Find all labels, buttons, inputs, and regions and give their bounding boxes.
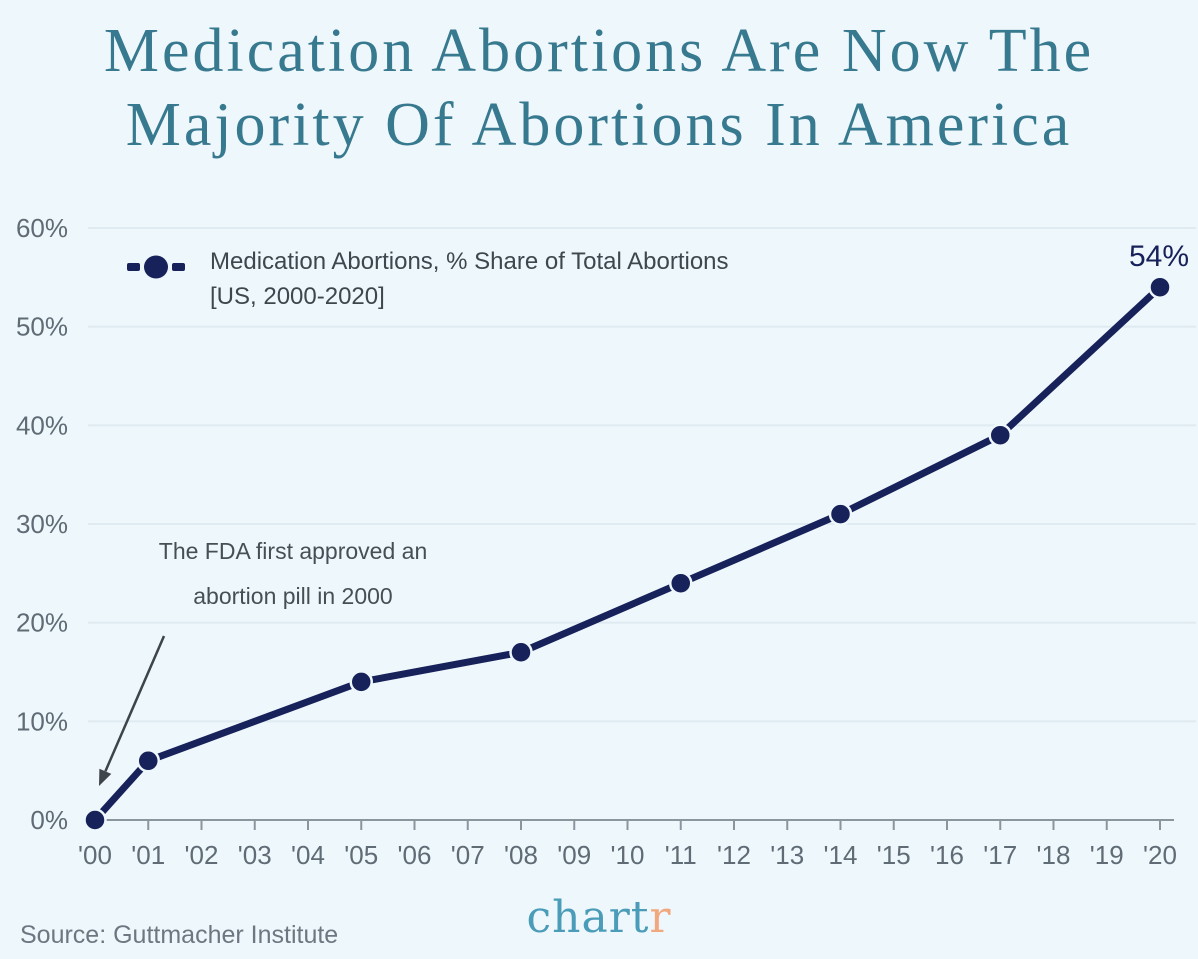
data-point-marker: [828, 502, 853, 526]
data-point-marker: [988, 423, 1012, 447]
legend: Medication Abortions, % Share of Total A…: [127, 244, 729, 314]
x-axis-tick-label: '10: [611, 840, 645, 870]
legend-line-marker-icon: [127, 250, 185, 289]
x-axis-tick-label: '00: [78, 840, 112, 870]
x-axis-tick-label: '13: [770, 840, 804, 870]
annotation-arrowhead: [99, 768, 112, 786]
legend-label-line2: [US, 2000-2020]: [210, 283, 385, 310]
chart-title-line2: Majority Of Abortions In America: [125, 91, 1073, 159]
x-axis-tick-label: '05: [344, 840, 378, 870]
source-credit: Source: Guttmacher Institute: [20, 921, 339, 949]
y-axis-tick-label: 20%: [16, 608, 68, 638]
y-axis-tick-label: 60%: [16, 213, 68, 243]
x-axis-tick-label: '15: [877, 840, 911, 870]
y-axis-tick-label: 30%: [16, 509, 68, 539]
legend-label-line1: Medication Abortions, % Share of Total A…: [210, 248, 729, 275]
x-axis-tick-label: '12: [717, 840, 751, 870]
data-point-marker: [83, 808, 107, 832]
annotation-arrow: [104, 635, 166, 772]
x-axis-tick-label: '02: [185, 840, 219, 870]
data-point-marker: [669, 571, 693, 595]
data-point-marker: [509, 640, 533, 665]
x-axis-tick-label: '01: [131, 840, 165, 870]
end-value-label: 54%: [1128, 240, 1190, 273]
x-axis-tick-label: '09: [557, 840, 591, 870]
x-axis-tick-label: '08: [504, 840, 538, 870]
x-axis-tick-label: '06: [398, 840, 432, 870]
chart-title: Medication Abortions Are Now The Majorit…: [0, 14, 1198, 162]
y-axis-tick-label: 40%: [16, 410, 68, 440]
chartr-logo-r: r: [649, 892, 672, 943]
data-point-marker: [349, 670, 373, 694]
x-axis-tick-label: '03: [238, 840, 272, 870]
x-axis-tick-label: '20: [1143, 840, 1177, 870]
chart-title-line1: Medication Abortions Are Now The: [103, 17, 1095, 85]
x-axis-tick-label: '11: [665, 840, 697, 870]
x-axis-tick-label: '07: [451, 840, 485, 870]
y-axis-tick-label: 50%: [16, 312, 68, 342]
annotation-line2: abortion pill in 2000: [193, 583, 393, 609]
y-axis-tick-label: 0%: [30, 805, 68, 835]
chartr-logo: chartr: [0, 892, 1198, 943]
chartr-logo-chart: chart: [526, 892, 650, 943]
annotation: The FDA first approved an abortion pill …: [118, 529, 468, 619]
data-point-marker: [1148, 275, 1172, 299]
x-axis-tick-label: '17: [983, 840, 1017, 870]
y-axis-tick-label: 10%: [16, 706, 68, 736]
x-axis-tick-label: '14: [824, 840, 858, 870]
x-axis-tick-label: '16: [930, 840, 964, 870]
data-point-marker: [136, 749, 160, 773]
x-axis-tick-label: '04: [291, 840, 325, 870]
legend-label: Medication Abortions, % Share of Total A…: [210, 244, 729, 314]
x-axis-tick-label: '19: [1090, 840, 1124, 870]
annotation-line1: The FDA first approved an: [158, 538, 428, 564]
data-line: [91, 283, 1164, 824]
x-axis-tick-label: '18: [1037, 840, 1071, 870]
